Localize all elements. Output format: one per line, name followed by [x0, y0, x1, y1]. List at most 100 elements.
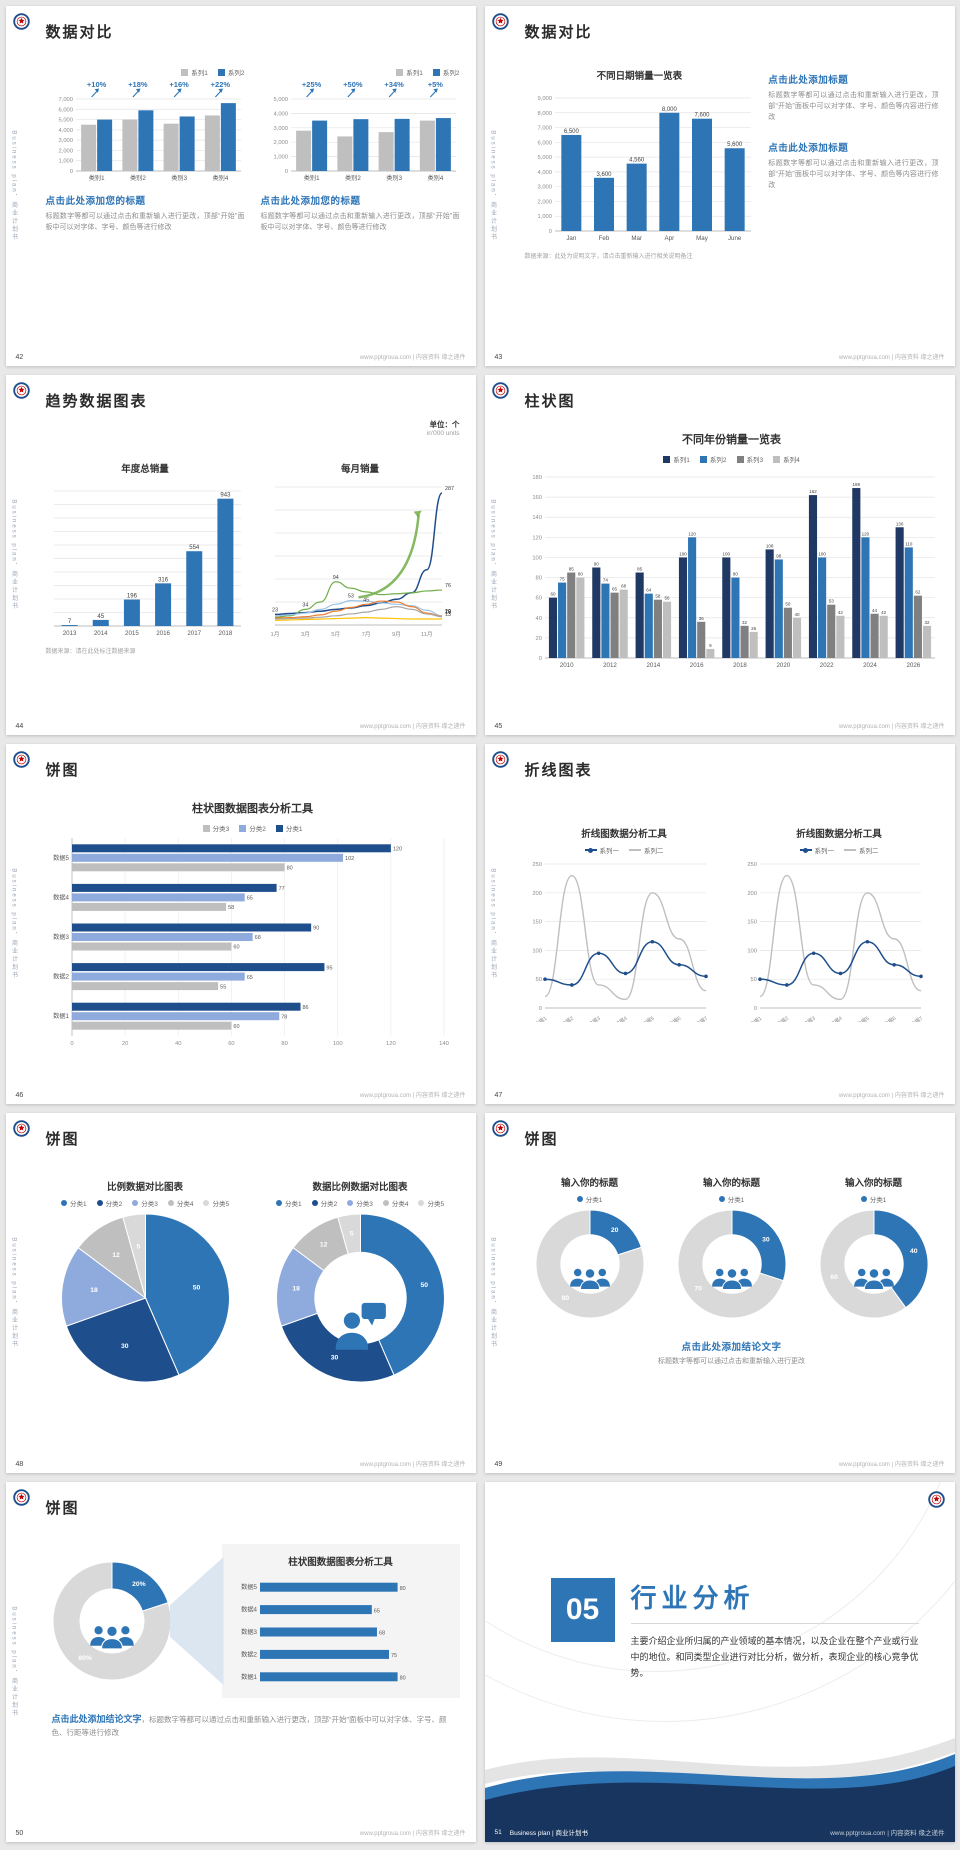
svg-text:2022: 2022 [819, 662, 833, 669]
svg-text:20%: 20% [132, 1581, 146, 1588]
slide-49[interactable]: Business plan．商业计划书 饼图 输入你的标题 分类1 20 80 输入… [484, 1113, 955, 1473]
svg-text:0: 0 [753, 1006, 756, 1012]
donut-chart: 分类1 分类2 分类3 分类4 分类5 50 30 18 12 5 [261, 1197, 460, 1387]
svg-text:40: 40 [535, 616, 541, 622]
svg-text:数据2: 数据2 [559, 1014, 575, 1022]
svg-text:1,000: 1,000 [273, 155, 288, 161]
svg-text:80: 80 [561, 1295, 569, 1302]
slide-50[interactable]: Business plan．商业计划书 饼图 20% 80% 柱状图数据图表分析工… [5, 1482, 476, 1842]
chart-legend: 系列一 系列二 [740, 844, 939, 856]
chart-title: 数据比例数据对比图表 [312, 1182, 408, 1193]
svg-text:18: 18 [90, 1287, 98, 1294]
page-number: 49 [494, 1461, 503, 1468]
slide-title: 柱状图 [524, 393, 576, 410]
svg-text:100: 100 [532, 555, 542, 561]
svg-text:2013: 2013 [62, 630, 76, 637]
svg-text:4,000: 4,000 [58, 128, 73, 134]
svg-text:30: 30 [762, 1236, 770, 1243]
slide-42[interactable]: Business plan．商业计划书 数据对比 系列1 系列2 0 1,000 2,0… [5, 6, 476, 366]
block-text: 标题数字等都可以通过点击和重新输入进行更改，顶部“开始”面板中可以对字体、字号、… [768, 159, 939, 189]
footer-url: www.pptgroua.com | 内容资料 缘之递件 [838, 1093, 945, 1099]
svg-text:5月: 5月 [331, 631, 340, 638]
chart-title: 柱状图数据图表分析工具 [192, 803, 313, 815]
svg-text:数据2: 数据2 [774, 1014, 790, 1022]
svg-text:数据2: 数据2 [53, 973, 69, 981]
slide-44[interactable]: Business plan．商业计划书 趋势数据图表 单位：个 in'000 u… [5, 375, 476, 735]
svg-text:943: 943 [220, 493, 231, 499]
block-heading: 点击此处添加您的标题 [260, 196, 361, 207]
svg-text:60: 60 [830, 1274, 838, 1281]
slide-43[interactable]: Business plan．商业计划书 数据对比 不同日期销量一览表 0 1,00… [484, 6, 955, 366]
svg-text:60: 60 [233, 945, 239, 951]
svg-text:169: 169 [852, 482, 860, 487]
chart-legend: 分类1 分类2 分类3 分类4 分类5 [261, 1197, 460, 1209]
svg-text:287: 287 [445, 486, 454, 492]
svg-text:数据1: 数据1 [53, 1012, 69, 1020]
svg-text:75: 75 [391, 1653, 397, 1659]
svg-text:0: 0 [538, 656, 541, 662]
svg-text:2018: 2018 [733, 662, 747, 669]
svg-text:4,560: 4,560 [629, 158, 645, 164]
svg-text:+34%: +34% [384, 80, 404, 89]
divider-line [630, 1623, 919, 1624]
svg-text:2017: 2017 [187, 630, 201, 637]
svg-text:数据5: 数据5 [640, 1014, 656, 1022]
grouped-bar-chart-left: 系列1 系列2 0 1,000 2,000 3,000 4,000 5,000 6,000 7,0… [46, 66, 245, 184]
svg-text:110: 110 [905, 541, 913, 546]
chart-legend: 系列1 系列2 系列3 系列4 [525, 453, 939, 465]
svg-text:数据3: 数据3 [53, 933, 69, 941]
slide-47[interactable]: Business plan．商业计划书 折线图表 折线图数据分析工具 系列一 系列… [484, 744, 955, 1104]
svg-text:5: 5 [136, 1243, 140, 1250]
svg-text:120: 120 [688, 531, 696, 536]
svg-text:53: 53 [347, 594, 353, 600]
logo-icon [491, 751, 509, 768]
slide-45[interactable]: Business plan．商业计划书 柱状图 不同年份销量一览表 系列1 系列2… [484, 375, 955, 735]
svg-text:20: 20 [445, 609, 451, 615]
footer-url: www.pptgroua.com | 内容资料 缘之递件 [359, 724, 466, 730]
conclusion-heading: 点击此处添加结论文字 [51, 1714, 142, 1724]
svg-text:2014: 2014 [93, 630, 107, 637]
svg-text:1,000: 1,000 [58, 159, 73, 165]
page-number: 43 [494, 354, 503, 361]
slide-46[interactable]: Business plan．商业计划书 饼图 柱状图数据图表分析工具 分类3 分类… [5, 744, 476, 1104]
chart-title: 不同日期销量一览表 [596, 71, 683, 82]
sidebar-watermark: Business plan．商业计划书 [10, 130, 17, 242]
svg-text:120: 120 [532, 535, 542, 541]
slide-51[interactable]: 05 行业分析 主要介绍企业所归属的产业领域的基本情况，以及企业在整个产业或行业… [484, 1482, 955, 1842]
svg-text:5,000: 5,000 [273, 97, 288, 103]
chart-title: 每月销量 [340, 464, 379, 475]
footer-url: www.pptgroua.com | 内容资料 缘之递件 [359, 1093, 466, 1099]
svg-text:80: 80 [535, 576, 541, 582]
svg-text:85: 85 [637, 567, 643, 572]
svg-text:70: 70 [694, 1286, 702, 1293]
logo-icon [12, 751, 30, 768]
svg-text:120: 120 [392, 847, 401, 853]
svg-text:7月: 7月 [361, 631, 370, 638]
svg-text:77: 77 [278, 886, 284, 892]
svg-text:类别1: 类别1 [88, 174, 104, 182]
section-text: 主要介绍企业所归属的产业领域的基本情况，以及企业在整个产业或行业中的地位。和同类… [630, 1636, 919, 1679]
percent-donut-chart: 20% 80% [46, 1557, 178, 1685]
svg-text:62: 62 [915, 590, 921, 595]
slide-48[interactable]: Business plan．商业计划书 饼图 比例数据对比图表 分类1 分类2 分类… [5, 1113, 476, 1473]
svg-text:+50%: +50% [343, 80, 363, 89]
svg-text:250: 250 [532, 862, 542, 868]
svg-text:56: 56 [664, 596, 670, 601]
svg-text:45: 45 [363, 597, 369, 603]
monthly-line-chart: 1月 3月 5月 7月 9月 11月 23 287 34 94 76 53 20 45 19 18 13 [261, 479, 460, 639]
chart-legend: 系列一 系列二 [525, 844, 724, 856]
svg-text:60: 60 [233, 1024, 239, 1030]
svg-text:2010: 2010 [559, 662, 573, 669]
svg-text:+18%: +18% [128, 80, 148, 89]
svg-text:5,000: 5,000 [537, 155, 552, 161]
funnel-arrow-shape [169, 1557, 224, 1685]
conclusion-text: 标题数字等都可以通过点击和重新输入进行更改 [658, 1358, 805, 1365]
svg-text:4,000: 4,000 [537, 170, 552, 176]
page-number: 44 [15, 723, 24, 730]
svg-text:50: 50 [420, 1282, 428, 1289]
svg-text:类别1: 类别1 [303, 174, 319, 182]
svg-text:8,000: 8,000 [661, 107, 677, 113]
chart-title: 输入你的标题 [844, 1178, 902, 1189]
page-number: 48 [15, 1461, 24, 1468]
